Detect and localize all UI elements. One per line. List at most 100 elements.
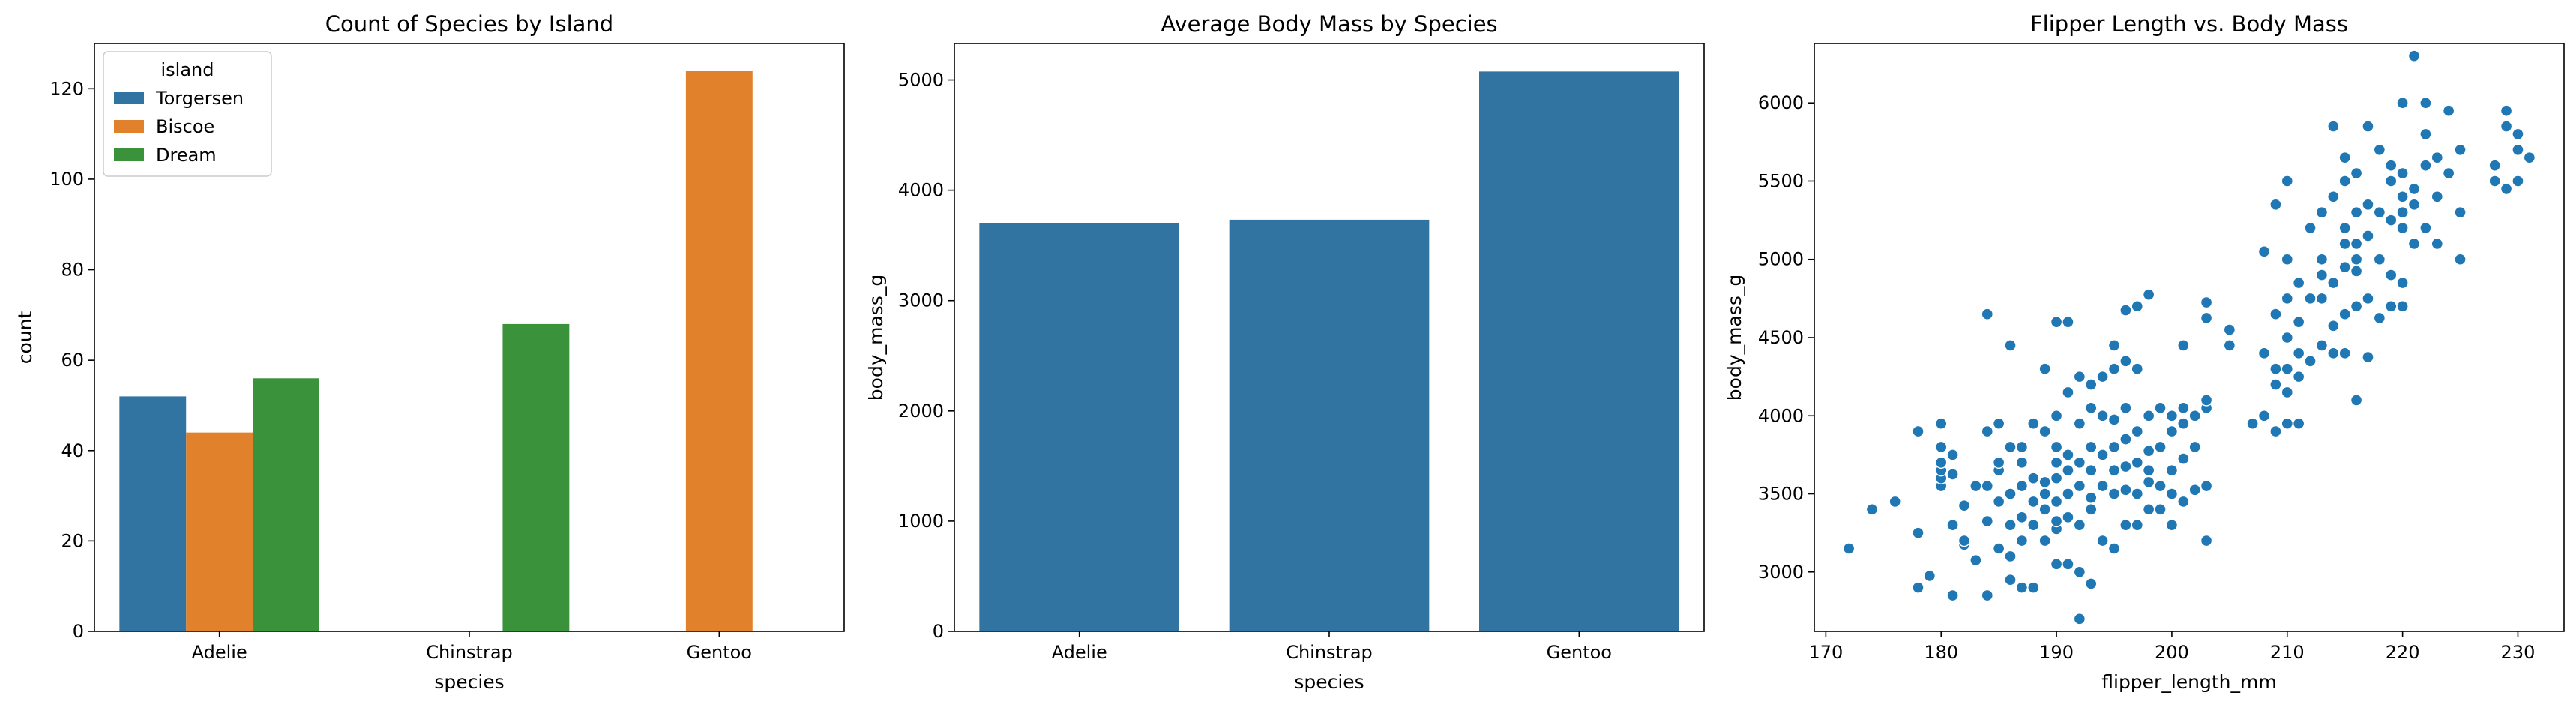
scatter-point (2200, 534, 2213, 548)
scatter-point (2500, 104, 2513, 117)
scatter-point (2338, 346, 2351, 360)
scatter-point (2407, 50, 2421, 62)
y-tick-label: 3000 (1758, 562, 1804, 583)
scatter-point (2038, 362, 2051, 375)
x-tick-label: Adelie (192, 642, 247, 663)
scatter-point (2407, 198, 2421, 211)
scatter-point (2315, 339, 2329, 352)
y-axis-label: body_mass_g (865, 274, 887, 400)
scatter-point (2269, 378, 2282, 391)
scatter-point (2385, 214, 2398, 226)
scatter-point (1935, 440, 1948, 454)
scatter-point (2281, 175, 2293, 188)
x-tick-label: Chinstrap (1286, 642, 1373, 663)
scatter-point (2096, 479, 2109, 493)
y-tick-label: 0 (73, 621, 84, 642)
x-tick-label: 180 (1924, 642, 1958, 663)
scatter-point (2015, 440, 2029, 454)
x-tick-label: 200 (2155, 642, 2189, 663)
scatter-point (2107, 362, 2121, 375)
scatter-point (2396, 97, 2409, 110)
scatter-point (2292, 315, 2305, 328)
scatter-point (2107, 440, 2121, 454)
bar (119, 396, 187, 632)
legend-label-dream: Dream (156, 145, 217, 166)
scatter-point (2407, 182, 2421, 196)
scatter-point (2107, 464, 2121, 477)
scatter-point (2350, 166, 2363, 180)
scatter-point (2096, 534, 2109, 548)
scatter-point (2338, 221, 2351, 235)
scatter-point (2327, 346, 2340, 360)
scatter-point (2165, 464, 2179, 477)
scatter-point (2142, 503, 2155, 516)
scatter-point (2304, 355, 2317, 368)
scatter-point (2085, 378, 2098, 391)
y-tick-label: 5500 (1758, 170, 1804, 191)
y-tick-label: 40 (61, 440, 84, 461)
scatter-point (2027, 495, 2040, 508)
scatter-point (2107, 339, 2121, 352)
scatter-point (2512, 143, 2524, 156)
scatter-point (2062, 386, 2074, 399)
bar (979, 223, 1179, 632)
scatter-point (2350, 265, 2363, 278)
scatter-point (2073, 417, 2086, 430)
scatter-point (2142, 464, 2155, 477)
scatter-point (2454, 253, 2467, 266)
scatter-point (2223, 339, 2236, 352)
scatter-point (1889, 495, 1901, 508)
scatter-point (2119, 460, 2132, 473)
scatter-point (2073, 456, 2086, 470)
plot-frame (954, 43, 1705, 632)
scatter-point (2004, 488, 2017, 500)
scatter-point (2085, 503, 2098, 516)
scatter-point (2085, 578, 2098, 590)
scatter-point (2292, 276, 2305, 290)
scatter-point (2085, 401, 2098, 415)
x-tick-label: 190 (2039, 642, 2074, 663)
scatter-point (2512, 128, 2524, 141)
legend-swatch-dream (114, 148, 144, 161)
scatter-point (2038, 476, 2051, 489)
scatter-point (2050, 456, 2063, 470)
scatter-point (2119, 519, 2132, 532)
scatter-point (2131, 488, 2143, 500)
legend-label-torgersen: Torgersen (155, 88, 244, 109)
scatter-point (2177, 452, 2190, 465)
legend: island Torgersen Biscoe Dream (103, 51, 272, 177)
scatter-point (2362, 350, 2374, 364)
scatter-point (2257, 346, 2271, 360)
scatter-point (2338, 175, 2351, 188)
bar (186, 432, 253, 632)
scatter-point (2373, 253, 2386, 266)
y-tick-label: 5000 (1758, 249, 1804, 270)
y-tick-label: 4000 (1758, 405, 1804, 426)
scatter-point (2131, 300, 2143, 313)
scatter-point (2396, 190, 2409, 203)
scatter-point (2096, 410, 2109, 422)
legend-frame (103, 51, 272, 177)
plot-frame (1814, 43, 2565, 632)
scatter-point (2165, 488, 2179, 500)
y-tick-label: 4000 (898, 180, 944, 201)
bar (685, 70, 753, 632)
scatter-point (2177, 339, 2190, 352)
y-tick-label: 20 (61, 530, 84, 551)
scatter-point (2154, 401, 2167, 415)
scatter-point (2062, 315, 2074, 328)
scatter-point (2200, 311, 2213, 325)
scatter-point (1946, 589, 1959, 602)
scatter-point (1992, 495, 2005, 508)
scatter-point (2050, 440, 2063, 454)
scatter-point (2050, 495, 2063, 508)
chart-title: Count of Species by Island (325, 11, 613, 37)
scatter-point (1981, 589, 1993, 602)
scatter-point (2281, 292, 2293, 305)
scatter-point (2257, 245, 2271, 258)
scatter-point (1992, 456, 2005, 470)
scatter-point (2073, 613, 2086, 626)
scatter-point (2396, 206, 2409, 219)
scatter-point (2073, 479, 2086, 493)
